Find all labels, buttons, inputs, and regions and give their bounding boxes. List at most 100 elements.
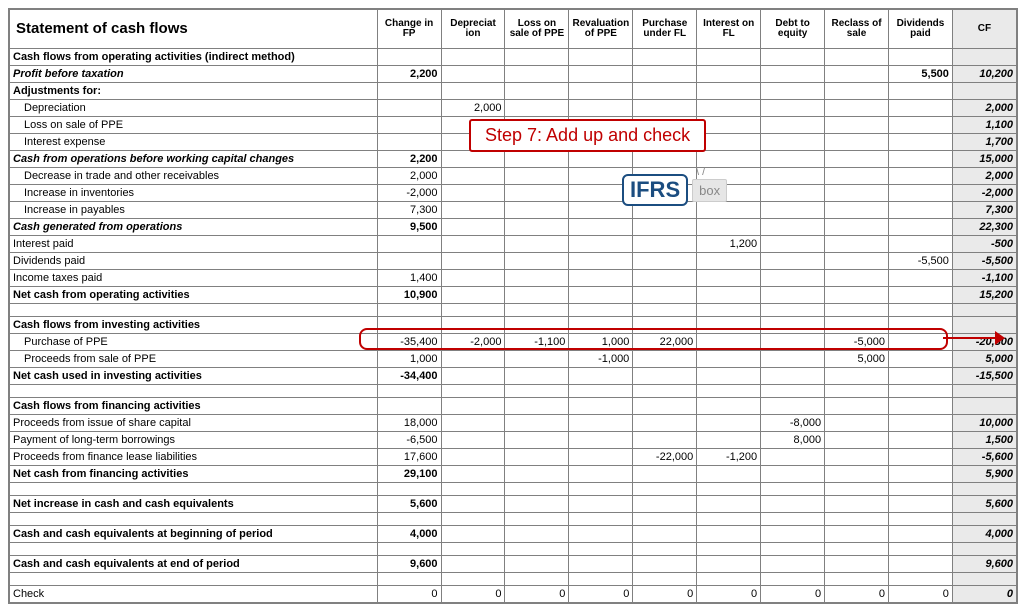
cell xyxy=(441,202,505,219)
cell: 0 xyxy=(761,586,825,603)
table-row: Dividends paid-5,500-5,500 xyxy=(10,253,1017,270)
cell xyxy=(889,432,953,449)
cell xyxy=(697,100,761,117)
row-label: Income taxes paid xyxy=(10,270,378,287)
col-purchase-under-fl: Purchase under FL xyxy=(633,10,697,49)
cell: 0 xyxy=(569,586,633,603)
table-row: Interest paid1,200-500 xyxy=(10,236,1017,253)
spacer-cell xyxy=(377,513,441,526)
cell xyxy=(761,134,825,151)
cell: -6,500 xyxy=(377,432,441,449)
cell xyxy=(441,185,505,202)
cell xyxy=(377,253,441,270)
col-reclass-of-sale: Reclass of sale xyxy=(825,10,889,49)
cell xyxy=(633,151,697,168)
cell xyxy=(569,100,633,117)
cell xyxy=(825,270,889,287)
cell xyxy=(505,351,569,368)
cell xyxy=(505,556,569,573)
row-label: Depreciation xyxy=(10,100,378,117)
cell xyxy=(633,253,697,270)
cell xyxy=(825,368,889,385)
table-row: Net cash from operating activities10,900… xyxy=(10,287,1017,304)
cell xyxy=(441,351,505,368)
cell xyxy=(569,236,633,253)
spacer-cell xyxy=(633,543,697,556)
table-row: Cash flows from financing activities xyxy=(10,398,1017,415)
cell: 7,300 xyxy=(377,202,441,219)
table-row: Depreciation 2,000 2,000 xyxy=(10,100,1017,117)
row-label: Net cash from financing activities xyxy=(10,466,378,483)
cell xyxy=(697,415,761,432)
cell xyxy=(761,168,825,185)
cell: -1,200 xyxy=(697,449,761,466)
cell: 9,600 xyxy=(952,556,1016,573)
cell xyxy=(505,151,569,168)
row-label: Cash and cash equivalents at end of peri… xyxy=(10,556,378,573)
cell: 18,000 xyxy=(377,415,441,432)
cell xyxy=(825,151,889,168)
spacer-cell xyxy=(825,543,889,556)
cell: 0 xyxy=(633,586,697,603)
table-row: Net cash used in investing activities-34… xyxy=(10,368,1017,385)
table-row: Check0000000000 xyxy=(10,586,1017,603)
cell xyxy=(825,556,889,573)
cell xyxy=(441,432,505,449)
spacer-cell xyxy=(825,513,889,526)
cell xyxy=(697,351,761,368)
cell xyxy=(377,49,441,66)
cell xyxy=(505,49,569,66)
cell xyxy=(569,368,633,385)
cell xyxy=(697,556,761,573)
cashflow-statement-frame: Statement of cash flows Change in FP Dep… xyxy=(8,8,1018,604)
cell xyxy=(633,351,697,368)
cell xyxy=(633,83,697,100)
cell xyxy=(889,151,953,168)
cell xyxy=(825,100,889,117)
table-row: Payment of long-term borrowings-6,5008,0… xyxy=(10,432,1017,449)
cell: -35,400 xyxy=(377,334,441,351)
cell xyxy=(697,219,761,236)
cell xyxy=(633,556,697,573)
cell xyxy=(697,117,761,134)
cell xyxy=(505,219,569,236)
table-row: Net increase in cash and cash equivalent… xyxy=(10,496,1017,513)
row-label: Decrease in trade and other receivables xyxy=(10,168,378,185)
cell xyxy=(697,270,761,287)
cell xyxy=(761,219,825,236)
table-row: Cash generated from operations9,50022,30… xyxy=(10,219,1017,236)
spacer-cell xyxy=(697,304,761,317)
cell: 9,500 xyxy=(377,219,441,236)
spacer-cell xyxy=(10,573,378,586)
spacer-cell xyxy=(761,573,825,586)
cell xyxy=(697,466,761,483)
cell xyxy=(825,202,889,219)
spacer-cell xyxy=(825,483,889,496)
cell xyxy=(505,83,569,100)
cell xyxy=(889,398,953,415)
cell xyxy=(889,134,953,151)
cell: 0 xyxy=(889,586,953,603)
spacer-cell xyxy=(761,513,825,526)
cell: -34,400 xyxy=(377,368,441,385)
spacer-cell xyxy=(377,385,441,398)
table-title: Statement of cash flows xyxy=(10,10,378,49)
cell: 2,000 xyxy=(441,100,505,117)
cell: 2,000 xyxy=(952,100,1016,117)
cell xyxy=(505,202,569,219)
cell xyxy=(889,168,953,185)
cell xyxy=(377,100,441,117)
cell xyxy=(889,219,953,236)
cell xyxy=(505,66,569,83)
cell xyxy=(825,449,889,466)
row-label: Net cash from operating activities xyxy=(10,287,378,304)
cell xyxy=(569,466,633,483)
spacer-cell xyxy=(569,573,633,586)
cell xyxy=(633,317,697,334)
cell xyxy=(441,168,505,185)
row-label: Cash flows from investing activities xyxy=(10,317,378,334)
cell xyxy=(825,168,889,185)
cell: 1,100 xyxy=(952,117,1016,134)
spacer-cell xyxy=(825,573,889,586)
table-row xyxy=(10,513,1017,526)
